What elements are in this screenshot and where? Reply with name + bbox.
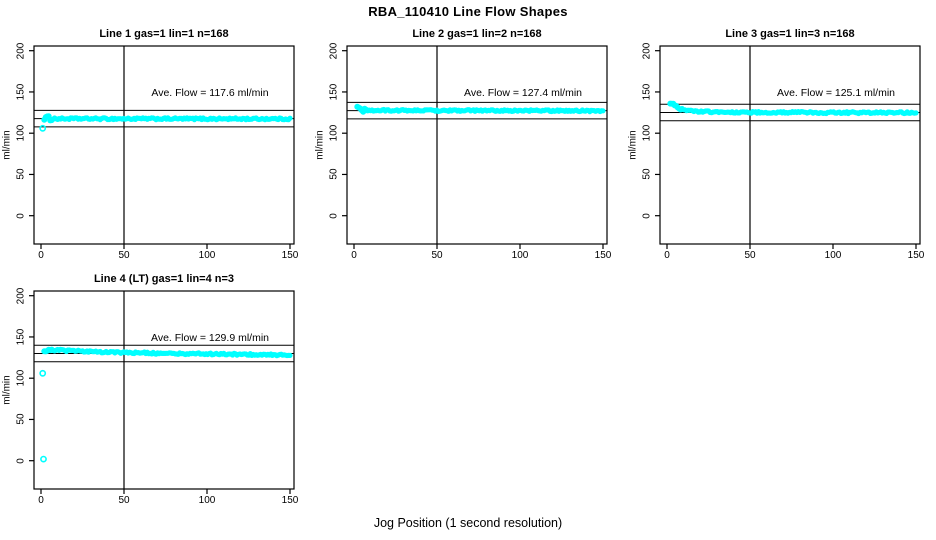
x-tick-label: 50 bbox=[744, 250, 756, 261]
ave-flow-annotation: Ave. Flow = 127.4 ml/min bbox=[464, 87, 582, 99]
panel-title: Line 3 gas=1 lin=3 n=168 bbox=[725, 28, 855, 40]
panel-title: Line 2 gas=1 lin=2 n=168 bbox=[412, 28, 542, 40]
outlier-point bbox=[39, 369, 47, 377]
ave-flow-annotation: Ave. Flow = 117.6 ml/min bbox=[151, 87, 269, 99]
y-tick-label: 100 bbox=[641, 124, 653, 142]
x-axis-title: Jog Position (1 second resolution) bbox=[373, 516, 563, 530]
y-tick-label: 150 bbox=[15, 328, 27, 346]
y-tick-label: 50 bbox=[641, 168, 653, 180]
y-tick-label: 50 bbox=[15, 168, 27, 180]
y-tick-label: 200 bbox=[328, 42, 340, 60]
y-tick-label: 100 bbox=[15, 369, 27, 387]
panel-title: Line 1 gas=1 lin=1 n=168 bbox=[99, 28, 229, 40]
scatter-points bbox=[41, 113, 293, 124]
x-tick-label: 100 bbox=[198, 495, 216, 506]
panel-3 bbox=[655, 45, 921, 249]
y-tick-label: 100 bbox=[15, 124, 27, 142]
y-tick-label: 0 bbox=[328, 212, 340, 219]
y-axis-title: ml/min bbox=[627, 130, 639, 160]
chart-title: RBA_110410 Line Flow Shapes bbox=[368, 4, 568, 19]
x-tick-label: 0 bbox=[351, 250, 357, 261]
x-tick-label: 100 bbox=[511, 250, 529, 261]
y-tick-label: 0 bbox=[15, 457, 27, 464]
x-tick-label: 100 bbox=[198, 250, 216, 261]
y-tick-label: 200 bbox=[641, 42, 653, 60]
y-tick-label: 50 bbox=[15, 413, 27, 425]
plot-box bbox=[659, 45, 921, 245]
panel-2 bbox=[342, 45, 608, 249]
y-tick-label: 100 bbox=[328, 124, 340, 142]
y-tick-label: 0 bbox=[641, 212, 653, 219]
y-tick-label: 0 bbox=[15, 212, 27, 219]
x-tick-label: 150 bbox=[281, 250, 299, 261]
scatter-points bbox=[667, 100, 919, 117]
panel-title: Line 4 (LT) gas=1 lin=4 n=3 bbox=[93, 273, 235, 285]
plot-box bbox=[33, 290, 295, 490]
plot-box bbox=[33, 45, 295, 245]
scatter-points bbox=[354, 103, 606, 115]
ave-flow-annotation: Ave. Flow = 125.1 ml/min bbox=[777, 87, 895, 99]
scatter-points bbox=[41, 346, 293, 359]
x-tick-label: 50 bbox=[118, 495, 130, 506]
panel-4 bbox=[29, 290, 295, 494]
y-tick-label: 200 bbox=[15, 42, 27, 60]
y-axis-title: ml/min bbox=[1, 375, 13, 405]
ave-flow-annotation: Ave. Flow = 129.9 ml/min bbox=[151, 332, 269, 344]
x-tick-label: 0 bbox=[38, 495, 44, 506]
x-tick-label: 150 bbox=[907, 250, 925, 261]
data-point bbox=[287, 352, 293, 358]
y-axis-title: ml/min bbox=[1, 130, 13, 160]
y-tick-label: 50 bbox=[328, 168, 340, 180]
data-point bbox=[600, 108, 606, 114]
y-tick-label: 150 bbox=[641, 83, 653, 101]
outlier-point bbox=[40, 455, 47, 463]
y-axis-title: ml/min bbox=[314, 130, 326, 160]
plot-box bbox=[346, 45, 608, 245]
x-tick-label: 50 bbox=[118, 250, 130, 261]
data-point bbox=[287, 115, 293, 121]
panel-1 bbox=[29, 45, 295, 249]
y-tick-label: 150 bbox=[15, 83, 27, 101]
x-tick-label: 0 bbox=[38, 250, 44, 261]
x-tick-label: 50 bbox=[431, 250, 443, 261]
x-tick-label: 100 bbox=[824, 250, 842, 261]
data-point bbox=[913, 110, 919, 116]
x-tick-label: 0 bbox=[664, 250, 670, 261]
x-tick-label: 150 bbox=[594, 250, 612, 261]
outlier-point bbox=[39, 124, 47, 132]
y-tick-label: 200 bbox=[15, 287, 27, 305]
x-tick-label: 150 bbox=[281, 495, 299, 506]
y-tick-label: 150 bbox=[328, 83, 340, 101]
